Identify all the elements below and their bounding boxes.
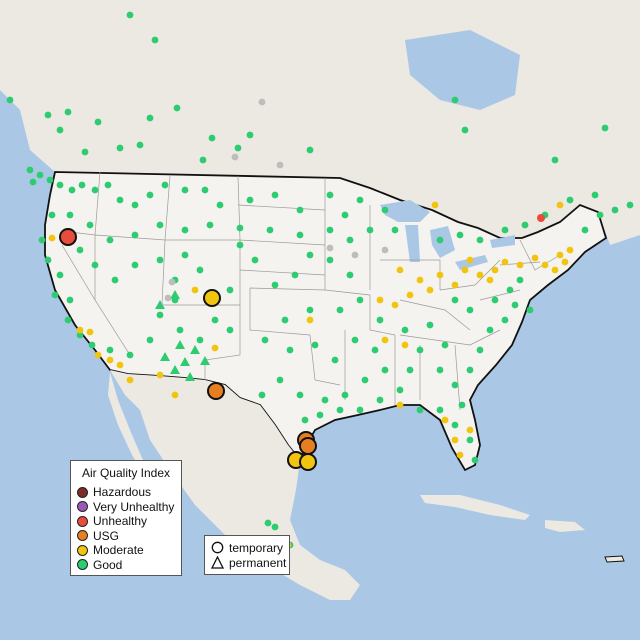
legend-label: Good xyxy=(93,557,123,572)
great-lakes xyxy=(380,200,515,270)
circle-icon xyxy=(211,541,224,554)
puerto-rico xyxy=(604,555,625,563)
legend-title: Air Quality Index xyxy=(81,466,171,480)
triangle-icon xyxy=(211,556,224,569)
legend-item-permanent: permanent xyxy=(211,555,287,570)
mexico-landmass xyxy=(110,370,360,600)
hazardous-swatch xyxy=(77,486,88,498)
moderate-swatch xyxy=(77,544,88,556)
very-unhealthy-swatch xyxy=(77,501,88,513)
unhealthy-station[interactable] xyxy=(537,214,545,222)
unhealthy-swatch xyxy=(77,515,88,527)
no-data-stations[interactable] xyxy=(164,98,389,302)
monitor-type-legend: temporary permanent xyxy=(204,535,290,575)
legend-item-temporary: temporary xyxy=(211,540,283,555)
good-swatch xyxy=(77,559,88,571)
legend-label: USG xyxy=(93,528,120,543)
aqi-legend: Air Quality Index Hazardous Very Unhealt… xyxy=(70,460,182,576)
legend-label: Hazardous xyxy=(93,485,152,500)
legend-item-moderate: Moderate xyxy=(77,543,175,558)
legend-item-hazardous: Hazardous xyxy=(77,485,175,500)
hudson-bay xyxy=(405,30,520,110)
legend-label: Unhealthy xyxy=(93,514,148,529)
legend-item-usg: USG xyxy=(77,529,175,544)
legend-item-very-unhealthy: Very Unhealthy xyxy=(77,500,175,515)
moderate-stations[interactable] xyxy=(48,201,574,549)
state-lines xyxy=(61,171,561,411)
legend-label: Very Unhealthy xyxy=(93,499,175,514)
legend-label: Moderate xyxy=(93,543,144,558)
legend-item-good: Good xyxy=(77,558,175,573)
good-permanent-stations[interactable] xyxy=(155,290,210,381)
good-stations[interactable] xyxy=(6,11,634,549)
hispaniola xyxy=(545,520,585,532)
type-label: temporary xyxy=(229,540,284,555)
usa-landmass xyxy=(44,171,608,472)
cuba xyxy=(420,495,530,520)
usg-swatch xyxy=(77,530,88,542)
type-label: permanent xyxy=(229,555,287,570)
large-temporary-markers[interactable] xyxy=(59,228,317,471)
legend-item-unhealthy: Unhealthy xyxy=(77,514,175,529)
